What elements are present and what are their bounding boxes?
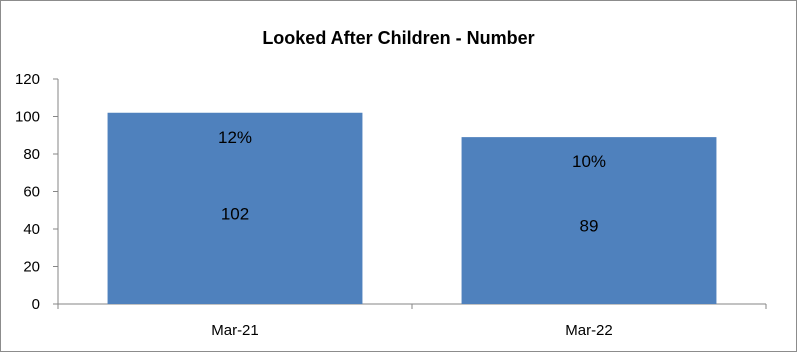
y-tick-label: 20 [23,259,40,276]
y-tick-label: 120 [15,71,40,88]
bar-percent-label: 12% [218,128,252,147]
y-tick-label: 40 [23,221,40,238]
bar-percent-label: 10% [572,152,606,171]
bar-value-label: 102 [221,204,249,223]
bar [461,137,717,304]
bar-value-label: 89 [580,217,599,236]
x-tick-label: Mar-22 [565,322,613,339]
y-tick-label: 80 [23,146,40,163]
y-tick-label: 60 [23,184,40,201]
x-tick-label: Mar-21 [211,322,259,339]
y-tick-label: 100 [15,109,40,126]
chart-title: Looked After Children - Number [262,28,535,48]
y-tick-label: 0 [32,296,40,313]
bar [107,112,363,304]
